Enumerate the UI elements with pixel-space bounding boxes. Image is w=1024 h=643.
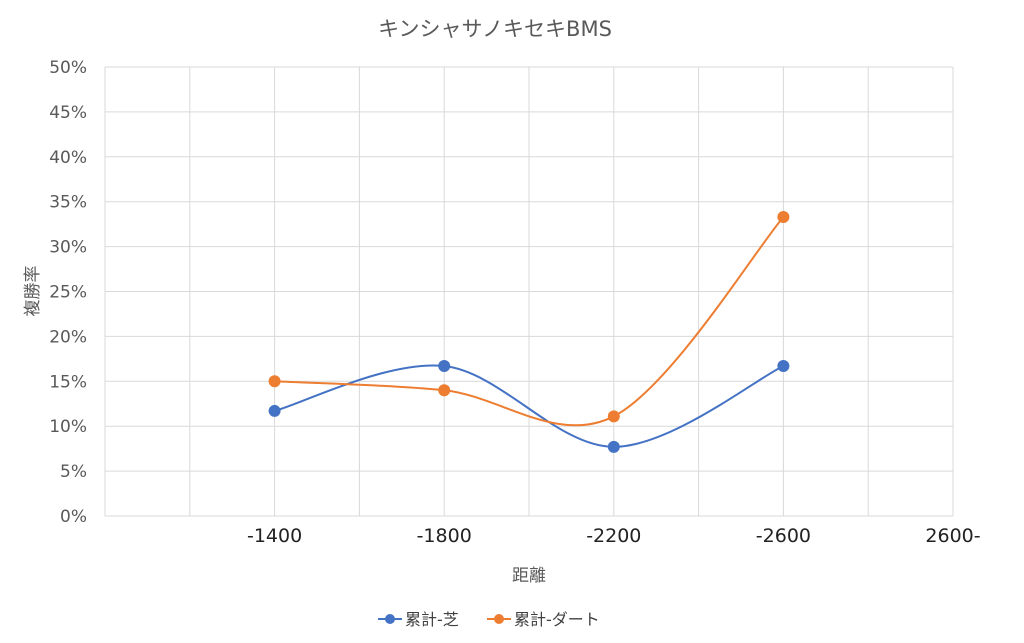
series-2 xyxy=(268,210,790,427)
legend-marker xyxy=(494,614,504,624)
y-tick-label: 50% xyxy=(49,58,87,78)
legend-label: 累計-ダート xyxy=(514,610,600,629)
chart-title: キンシャサノキセキBMS xyxy=(378,17,612,41)
y-tick-label: 40% xyxy=(49,148,87,168)
series-line xyxy=(274,364,784,448)
y-tick-label: 30% xyxy=(49,238,87,258)
x-tick-labels: -1400 -1800 -2200 -2600 2600- xyxy=(247,525,981,547)
x-tick-label: 2600- xyxy=(925,525,980,547)
series-line xyxy=(274,216,785,427)
x-tick-label: -1800 xyxy=(417,525,472,547)
y-tick-label: 15% xyxy=(49,372,87,392)
y-tick-label: 10% xyxy=(49,417,87,437)
x-tick-label: -1400 xyxy=(247,525,302,547)
y-axis-label: 複勝率 xyxy=(23,266,43,317)
x-tick-label: -2200 xyxy=(586,525,641,547)
data-point xyxy=(268,375,281,388)
x-axis-label: 距離 xyxy=(512,566,546,586)
y-tick-label: 5% xyxy=(60,462,87,482)
legend: 累計-芝 累計-ダート xyxy=(378,610,600,629)
y-tick-label: 25% xyxy=(49,283,87,303)
data-point xyxy=(777,210,790,223)
series-group xyxy=(268,210,790,453)
legend-label: 累計-芝 xyxy=(405,610,459,629)
y-tick-label: 35% xyxy=(49,193,87,213)
legend-item: 累計-芝 xyxy=(378,610,459,629)
data-point xyxy=(607,410,620,423)
data-point xyxy=(438,384,451,397)
data-point xyxy=(777,360,790,373)
legend-item: 累計-ダート xyxy=(487,610,600,629)
x-tick-label: -2600 xyxy=(756,525,811,547)
y-tick-labels: 0% 5% 10% 15% 20% 25% 30% 35% 40% 45% 50% xyxy=(49,58,87,527)
y-tick-label: 20% xyxy=(49,327,87,347)
data-point xyxy=(268,404,281,417)
series-1 xyxy=(268,360,790,453)
y-tick-label: 0% xyxy=(60,507,87,527)
legend-marker xyxy=(385,614,395,624)
grid-lines xyxy=(104,66,954,517)
y-tick-label: 45% xyxy=(49,103,87,123)
data-point xyxy=(607,440,620,453)
data-point xyxy=(438,360,451,373)
